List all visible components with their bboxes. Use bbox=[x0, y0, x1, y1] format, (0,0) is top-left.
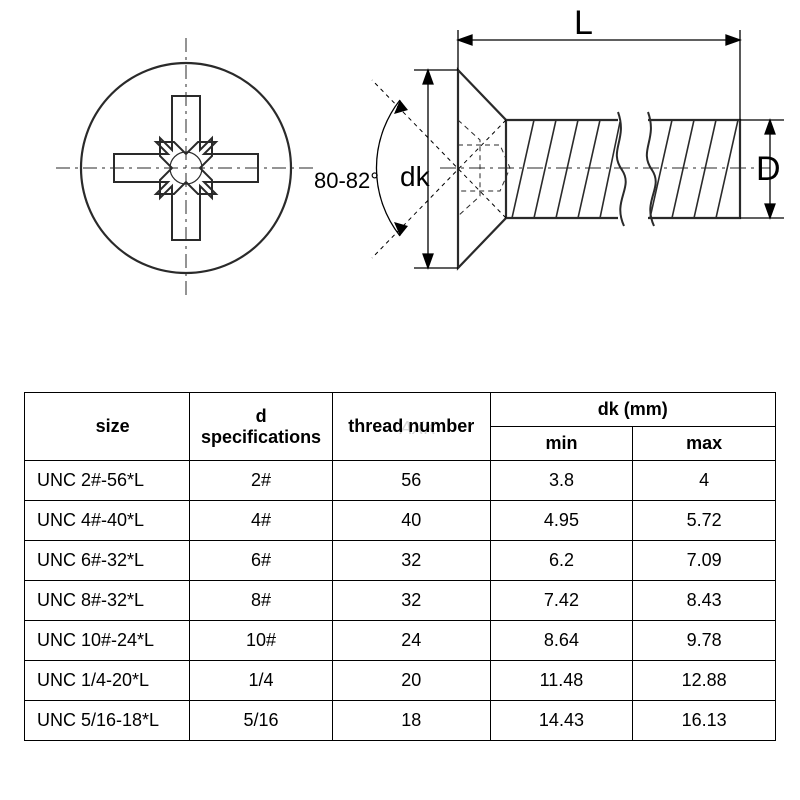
th-thread: thread number bbox=[332, 393, 490, 461]
dim-L-label: L bbox=[574, 4, 593, 42]
cell-min: 8.64 bbox=[490, 621, 633, 661]
cell-min: 11.48 bbox=[490, 661, 633, 701]
cell-thread: 56 bbox=[332, 461, 490, 501]
cell-thread: 24 bbox=[332, 621, 490, 661]
cell-size: UNC 5/16-18*L bbox=[25, 701, 190, 741]
cell-thread: 18 bbox=[332, 701, 490, 741]
cell-thread: 32 bbox=[332, 581, 490, 621]
table-row: UNC 1/4-20*L1/42011.4812.88 bbox=[25, 661, 776, 701]
cell-size: UNC 6#-32*L bbox=[25, 541, 190, 581]
table-row: UNC 8#-32*L8#327.428.43 bbox=[25, 581, 776, 621]
cell-max: 16.13 bbox=[633, 701, 776, 741]
th-size: size bbox=[25, 393, 190, 461]
table-row: UNC 2#-56*L2#563.84 bbox=[25, 461, 776, 501]
cell-min: 7.42 bbox=[490, 581, 633, 621]
dim-D-label: D bbox=[756, 150, 781, 188]
dim-dk-label: dk bbox=[400, 161, 431, 192]
cell-spec: 8# bbox=[190, 581, 333, 621]
table-row: UNC 10#-24*L10#248.649.78 bbox=[25, 621, 776, 661]
cell-size: UNC 4#-40*L bbox=[25, 501, 190, 541]
cell-max: 4 bbox=[633, 461, 776, 501]
cell-min: 3.8 bbox=[490, 461, 633, 501]
cell-spec: 5/16 bbox=[190, 701, 333, 741]
cell-max: 7.09 bbox=[633, 541, 776, 581]
angle-label: 80-82° bbox=[314, 168, 379, 193]
spec-table: size d specifications thread number dk (… bbox=[24, 392, 776, 741]
cell-min: 14.43 bbox=[490, 701, 633, 741]
cell-spec: 4# bbox=[190, 501, 333, 541]
cell-size: UNC 10#-24*L bbox=[25, 621, 190, 661]
th-dk: dk (mm) bbox=[490, 393, 775, 427]
cell-min: 6.2 bbox=[490, 541, 633, 581]
cell-thread: 20 bbox=[332, 661, 490, 701]
cell-size: UNC 1/4-20*L bbox=[25, 661, 190, 701]
cell-spec: 10# bbox=[190, 621, 333, 661]
table-row: UNC 4#-40*L4#404.955.72 bbox=[25, 501, 776, 541]
cell-spec: 6# bbox=[190, 541, 333, 581]
table-row: UNC 5/16-18*L5/161814.4316.13 bbox=[25, 701, 776, 741]
cell-size: UNC 2#-56*L bbox=[25, 461, 190, 501]
th-min: min bbox=[490, 427, 633, 461]
cell-thread: 40 bbox=[332, 501, 490, 541]
th-max: max bbox=[633, 427, 776, 461]
technical-diagram: L D dk 80-82° bbox=[0, 0, 800, 400]
cell-max: 8.43 bbox=[633, 581, 776, 621]
cell-size: UNC 8#-32*L bbox=[25, 581, 190, 621]
th-spec: d specifications bbox=[190, 393, 333, 461]
table-row: UNC 6#-32*L6#326.27.09 bbox=[25, 541, 776, 581]
cell-max: 5.72 bbox=[633, 501, 776, 541]
cell-spec: 1/4 bbox=[190, 661, 333, 701]
cell-min: 4.95 bbox=[490, 501, 633, 541]
cell-max: 9.78 bbox=[633, 621, 776, 661]
cell-max: 12.88 bbox=[633, 661, 776, 701]
cell-thread: 32 bbox=[332, 541, 490, 581]
cell-spec: 2# bbox=[190, 461, 333, 501]
